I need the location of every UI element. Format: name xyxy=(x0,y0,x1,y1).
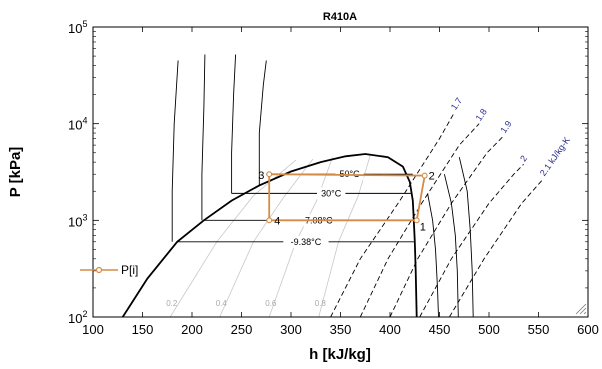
cycle-point-label: 3 xyxy=(258,170,264,182)
cycle-point xyxy=(266,217,273,224)
isentrope-line xyxy=(449,178,544,318)
x-tick-label: 450 xyxy=(429,322,451,337)
vapor-isotherm xyxy=(443,174,459,318)
isentrope-label: 2 xyxy=(518,154,529,164)
x-tick-label: 250 xyxy=(231,322,253,337)
resize-grip-icon[interactable] xyxy=(575,303,587,315)
quality-label: 0.4 xyxy=(216,299,228,308)
legend-label: P[i] xyxy=(121,263,138,277)
x-tick-label: 550 xyxy=(528,322,550,337)
quality-label: 0.2 xyxy=(166,299,178,308)
x-axis-title: h [kJ/kg] xyxy=(309,346,371,363)
chart-title: R410A xyxy=(323,11,357,23)
cycle-point-label: 2 xyxy=(429,171,435,183)
liquid-isotherm xyxy=(171,60,179,242)
legend-marker xyxy=(95,266,103,274)
vapor-isotherm xyxy=(458,157,474,318)
legend: P[i] xyxy=(80,263,138,277)
isotherm-label-bg xyxy=(316,187,346,200)
x-tick-label: 300 xyxy=(280,322,302,337)
vapor-isotherm xyxy=(427,193,439,318)
isotherm-label-bg xyxy=(283,235,329,248)
cycle-point xyxy=(413,217,420,224)
quality-label: 0.6 xyxy=(265,299,277,308)
isotherm-label: 30°C xyxy=(321,188,342,198)
liquid-isotherm xyxy=(201,54,206,221)
saturation-dome xyxy=(121,153,418,318)
quality-label: 0.8 xyxy=(315,299,327,308)
x-tick-label: 350 xyxy=(330,322,352,337)
x-tick-label: 500 xyxy=(478,322,500,337)
cycle-point xyxy=(421,172,428,179)
isotherm-label: -9.38°C xyxy=(291,237,322,247)
y-axis-title: P [kPa] xyxy=(7,147,24,198)
isentrope-line xyxy=(359,123,480,318)
liquid-isotherm xyxy=(258,60,267,186)
isentrope-line xyxy=(330,112,455,318)
x-tick-label: 600 xyxy=(577,322,599,337)
isentrope-line xyxy=(419,163,524,318)
cycle-point-label: 4 xyxy=(274,215,280,227)
cycle-point-label: 1 xyxy=(420,221,426,233)
x-tick-label: 100 xyxy=(82,322,104,337)
cycle-point xyxy=(266,171,273,178)
x-tick-label: 400 xyxy=(379,322,401,337)
liquid-isotherm xyxy=(231,54,237,194)
x-tick-label: 200 xyxy=(181,322,203,337)
x-tick-label: 150 xyxy=(132,322,154,337)
